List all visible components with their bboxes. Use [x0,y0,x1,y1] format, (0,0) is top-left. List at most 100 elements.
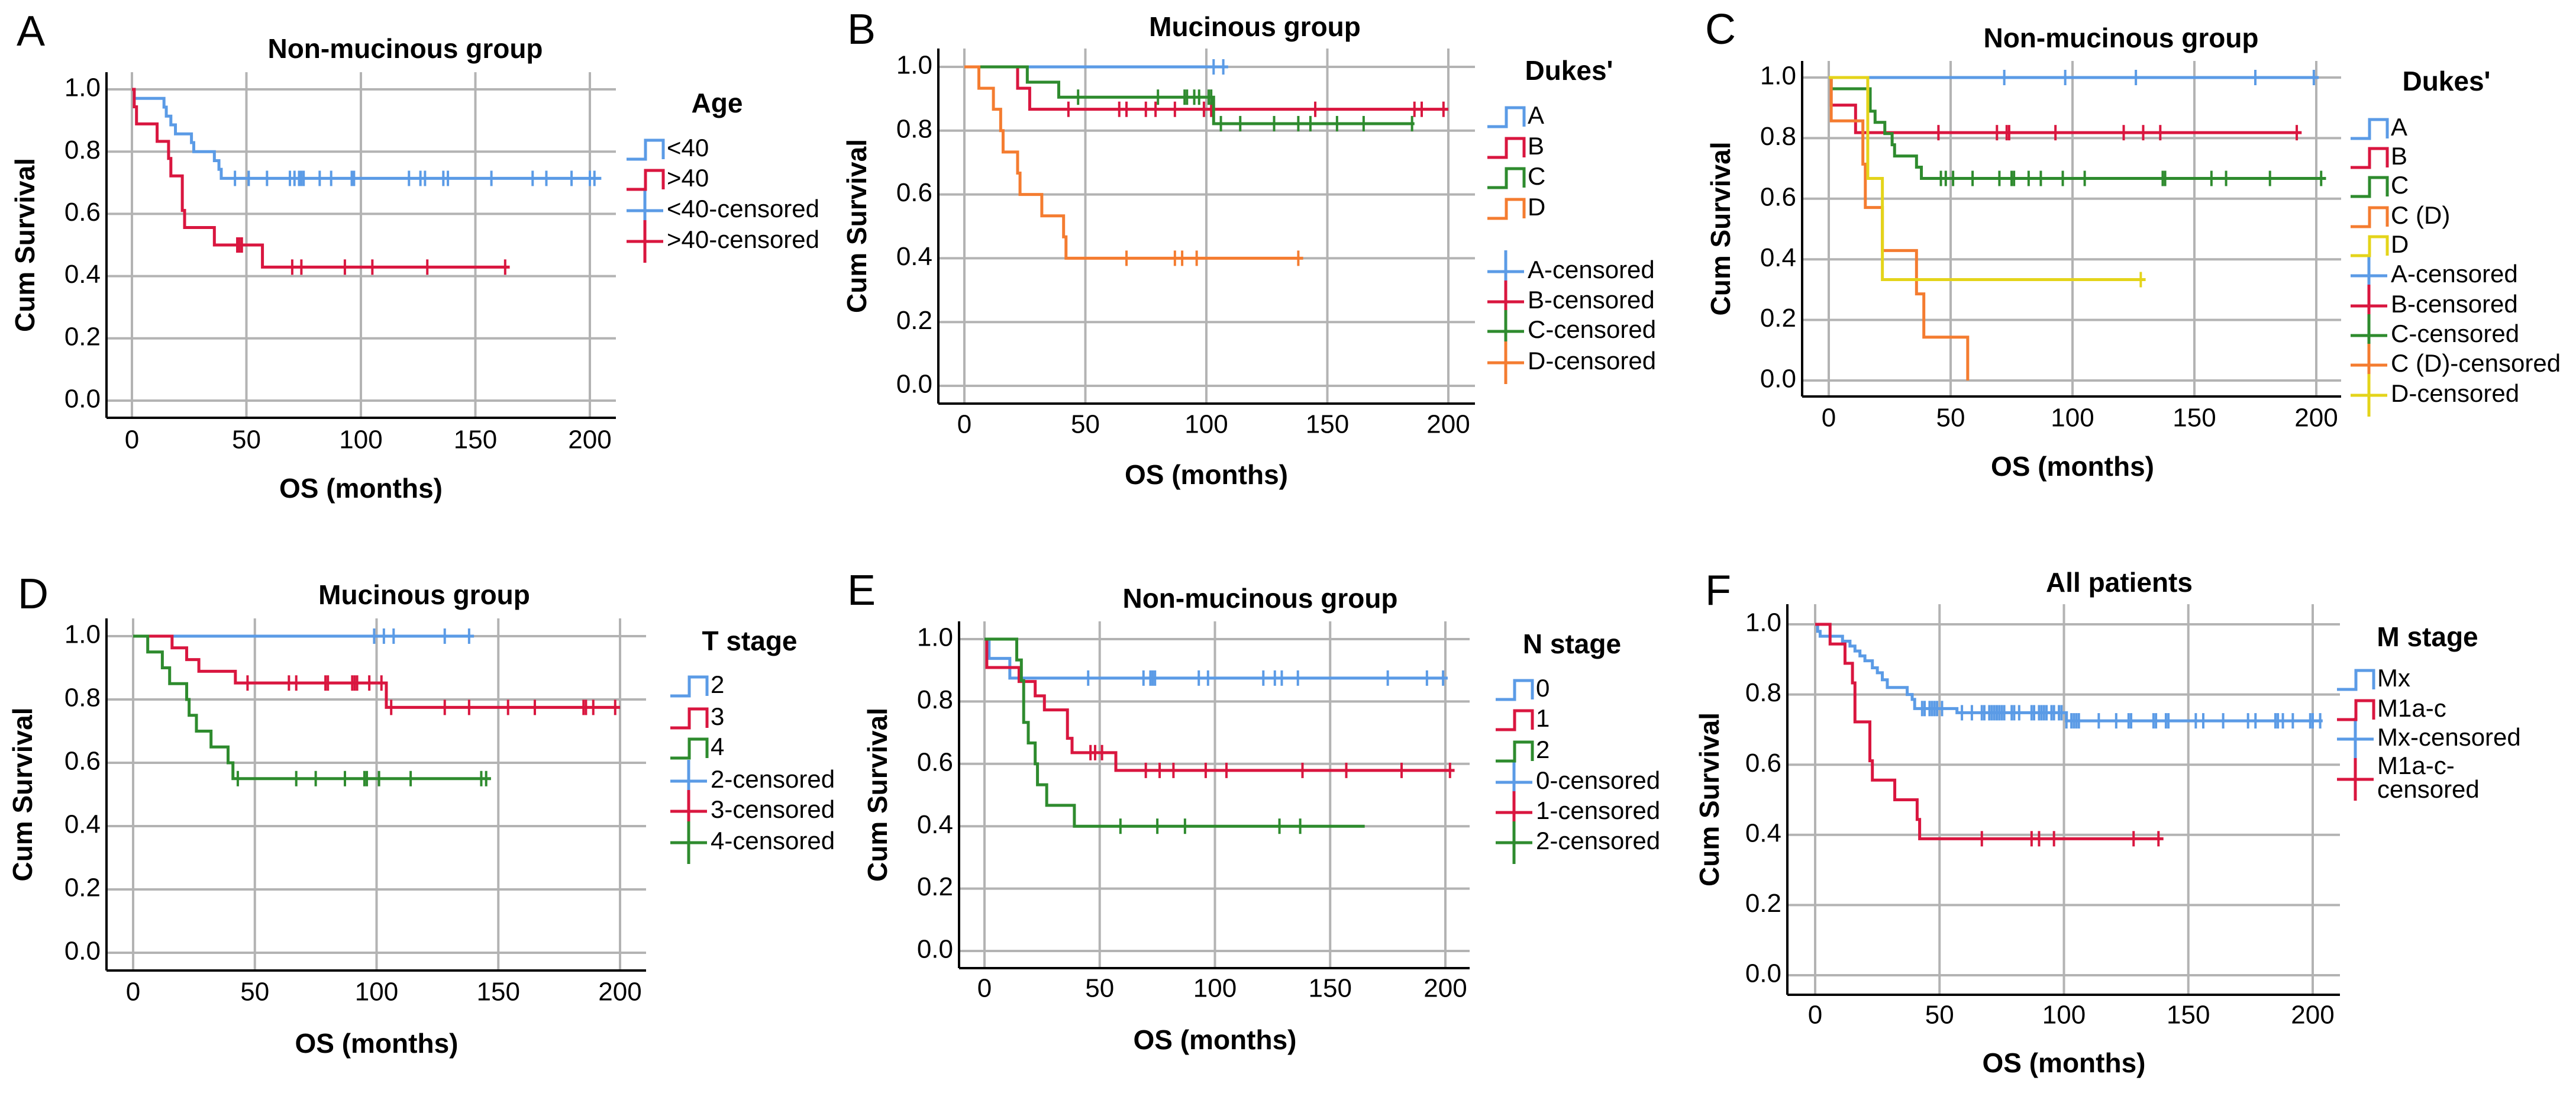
x-tick-label: 50 [1925,1001,1954,1030]
x-tick-label: 200 [1426,410,1470,439]
panel-letter: E [847,567,876,614]
legend-label: 1-censored [1536,797,1660,824]
legend-label: A-censored [1528,256,1655,283]
legend-step-icon [1487,167,1526,189]
y-axis-label: Cum Survival [862,708,893,882]
x-tick-label: 0 [1808,1001,1822,1030]
x-tick-label: 100 [1193,974,1237,1003]
legend-label: D-censored [1528,347,1656,375]
y-tick-label: 0.0 [64,385,101,414]
y-tick-label: 0.2 [64,322,101,351]
legend-censor-icon [1487,341,1524,384]
x-tick-label: 50 [240,978,269,1007]
y-tick-label: 0.4 [1745,818,1781,847]
y-tick-label: 1.0 [64,620,101,649]
y-tick-label: 0.8 [1745,678,1781,707]
y-tick-label: 0.0 [896,370,932,399]
y-tick-label: 0.4 [64,260,101,289]
legend-label: 4 [711,733,724,760]
x-tick-label: 150 [1309,974,1352,1003]
y-tick-label: 1.0 [917,623,953,652]
legend-label: 1 [1536,704,1550,732]
panel-f: F All patients 0 50 100 150 200 0.0 0.2 0.4 0.6 0.8… [1694,567,2521,1078]
x-tick-label: 0 [1822,404,1836,433]
legend-label: >40-censored [667,225,819,253]
legend-label: C-censored [2391,320,2519,347]
chart-title: Non-mucinous group [267,33,543,64]
chart-title: Non-mucinous group [1122,583,1397,614]
legend-step-icon [1496,740,1534,763]
legend-title: Dukes' [2402,66,2490,96]
legend-label: >40 [667,164,709,192]
legend-step-icon [2351,176,2389,198]
x-tick-label: 50 [1936,404,1965,433]
x-tick-label: 150 [2173,404,2216,433]
y-tick-label: 0.2 [1745,889,1781,918]
y-tick-label: 0.4 [64,810,101,839]
legend-label: C (D) [2391,201,2450,229]
legend-step-icon [627,138,665,161]
legend-censor-icon [2337,718,2374,760]
panel-letter: F [1705,567,1731,614]
legend-step-icon [670,737,709,760]
y-tick-label: 0.8 [64,683,101,712]
legend-label: M1a-c [2377,694,2446,722]
y-tick-label: 1.0 [1745,608,1781,637]
legend-label: A [1528,101,1544,129]
x-tick-label: 150 [477,978,520,1007]
x-tick-label: 0 [957,410,971,439]
x-tick-label: 200 [598,978,641,1007]
legend-label: C-censored [1528,315,1656,343]
legend-step-icon [670,675,709,698]
survival-curve-c [964,65,1415,125]
legend-censor-icon [2351,374,2387,417]
legend-label: 2-censored [711,765,835,793]
legend-label: M1a-c- [2377,752,2455,779]
legend-label: C [1528,162,1545,190]
y-tick-label: 1.0 [1760,62,1796,91]
y-tick-label: 1.0 [896,51,932,80]
x-tick-label: 50 [1085,974,1114,1003]
legend-censor-icon [2337,758,2374,801]
legend-label: Mx [2377,664,2410,692]
y-tick-label: 0.6 [896,178,932,207]
y-tick-label: 0.2 [1760,304,1796,333]
y-tick-label: 0.8 [1760,122,1796,151]
legend-label: D [2391,230,2409,258]
y-tick-label: 0.2 [64,873,101,902]
y-axis-label: Cum Survival [841,139,872,313]
survival-curve-m1a-c [1815,623,2164,840]
chart-title: Mucinous group [1149,11,1361,42]
panel-letter: A [17,8,45,55]
y-tick-label: 0.0 [64,937,101,966]
y-tick-label: 0.2 [917,872,953,901]
legend-step-icon [1487,198,1526,220]
y-tick-label: 0.0 [1760,365,1796,394]
panel-letter: D [18,570,49,618]
x-tick-label: 100 [1184,410,1228,439]
y-tick-label: 0.4 [896,242,932,271]
panel-d: D Mucinous group 0 50 100 150 200 0.0 0.2 0.4 0.6 0… [7,570,835,1059]
y-tick-label: 0.6 [1745,749,1781,778]
y-tick-label: 0.6 [1760,182,1796,211]
legend-label: 2 [1536,736,1550,763]
x-tick-label: 100 [2051,404,2094,433]
x-tick-label: 200 [568,425,611,454]
legend-step-icon [670,707,709,730]
legend-label: 2-censored [1536,827,1660,855]
x-tick-label: 150 [454,425,497,454]
legend-step-icon [2337,669,2375,691]
legend-label: Mx-censored [2377,723,2521,751]
survival-curve-4 [133,634,491,781]
panel-e: E Non-mucinous group 0 50 100 150 200 0.0 0.2 0.4… [847,567,1660,1055]
x-tick-label: 0 [125,425,139,454]
legend-label: <40-censored [667,195,819,223]
legend-step-icon [1487,106,1526,128]
legend-step-icon [2351,235,2389,257]
legend-title: N stage [1523,628,1621,659]
legend-label: B [1528,132,1544,160]
y-axis-label: Cum Survival [9,158,40,332]
y-tick-label: 0.4 [1760,243,1796,272]
x-tick-label: 200 [2294,404,2338,433]
survival-curve-d [1829,76,2146,282]
